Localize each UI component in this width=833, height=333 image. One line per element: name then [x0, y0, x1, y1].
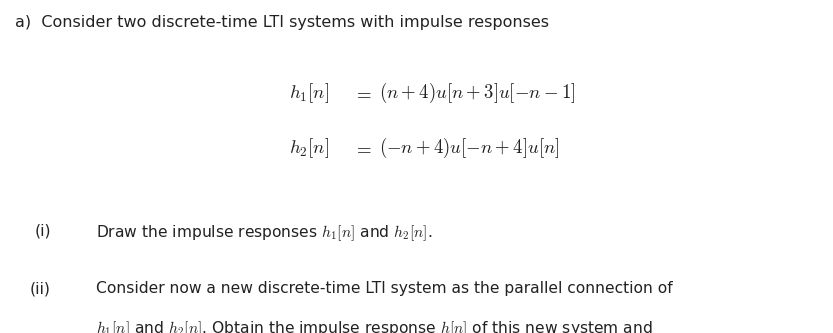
Text: (ii): (ii)	[29, 281, 50, 296]
Text: $(n+4)u[n+3]u[-n-1]$: $(n+4)u[n+3]u[-n-1]$	[379, 81, 576, 105]
Text: $h_1[n]$ and $h_2[n]$. Obtain the impulse response $h[n]$ of this new system and: $h_1[n]$ and $h_2[n]$. Obtain the impuls…	[96, 320, 652, 333]
Text: $h_1[n]$: $h_1[n]$	[289, 81, 329, 105]
Text: Draw the impulse responses $h_1[n]$ and $h_2[n]$.: Draw the impulse responses $h_1[n]$ and …	[96, 223, 432, 243]
Text: $=$: $=$	[353, 84, 372, 103]
Text: Consider now a new discrete-time LTI system as the parallel connection of: Consider now a new discrete-time LTI sys…	[96, 281, 672, 296]
Text: (i): (i)	[35, 223, 52, 238]
Text: $=$: $=$	[353, 139, 372, 158]
Text: $h_2[n]$: $h_2[n]$	[289, 136, 329, 160]
Text: $(-n+4)u[-n+4]u[n]$: $(-n+4)u[-n+4]u[n]$	[379, 136, 560, 160]
Text: a)  Consider two discrete-time LTI systems with impulse responses: a) Consider two discrete-time LTI system…	[15, 15, 549, 30]
